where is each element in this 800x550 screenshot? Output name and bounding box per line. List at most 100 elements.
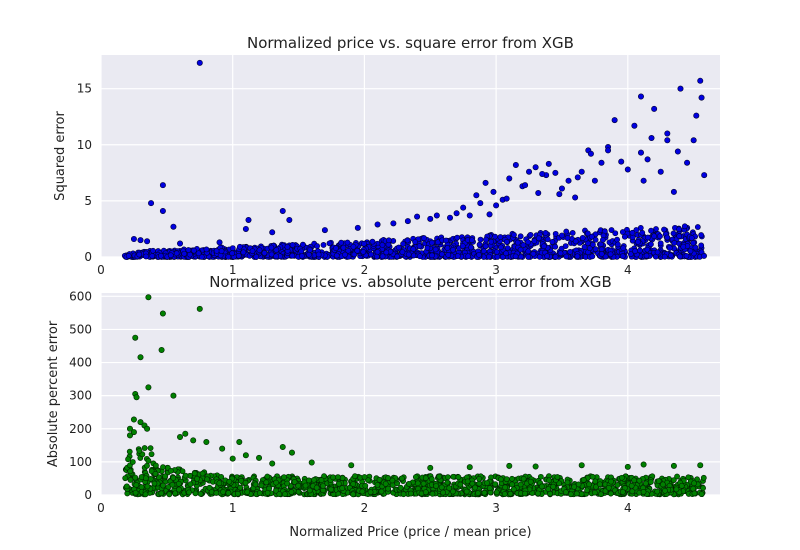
band-point [172, 490, 179, 497]
scatter-point [598, 159, 605, 166]
band-point [454, 253, 461, 259]
band-point [256, 247, 263, 254]
band-point [320, 483, 326, 489]
band-point [192, 490, 199, 497]
band-point [457, 481, 464, 488]
band-point [592, 246, 599, 253]
band-point [607, 251, 614, 258]
scatter-point [279, 207, 286, 214]
band-point [483, 236, 489, 243]
scatter-point [447, 214, 454, 221]
scatter-point [539, 170, 546, 177]
band-point [631, 477, 638, 484]
band-point [552, 230, 559, 237]
band-point [218, 474, 225, 480]
band-point [359, 488, 366, 495]
scatter-point [664, 137, 671, 144]
scatter-point [144, 425, 151, 432]
scatter-point [203, 439, 210, 446]
band-point [676, 226, 682, 233]
band-point [550, 483, 557, 490]
band-point [661, 253, 668, 260]
scatter-point [177, 240, 184, 247]
band-point [647, 479, 654, 485]
scatter-point [269, 460, 276, 467]
band-point [385, 237, 392, 244]
band-point [187, 481, 194, 488]
band-point [436, 473, 443, 480]
scatter-point [578, 462, 585, 469]
band-point [522, 490, 528, 497]
scatter-point [477, 200, 484, 207]
band-point [162, 473, 169, 480]
scatter-point [473, 192, 480, 199]
band-point [629, 488, 636, 495]
band-point [700, 474, 707, 481]
band-point [385, 475, 391, 481]
band-point [657, 233, 663, 240]
band-point [633, 227, 640, 233]
scatter-point [288, 449, 295, 456]
band-point [579, 234, 586, 241]
scatter-point [535, 190, 542, 197]
band-point [589, 253, 596, 260]
scatter-point [219, 445, 226, 452]
band-point [586, 481, 593, 488]
band-point [258, 482, 265, 489]
band-point [619, 229, 626, 235]
y-tick-label: 0 [84, 488, 92, 502]
y-tick-label: 500 [69, 322, 92, 336]
band-point [129, 459, 136, 465]
band-point [578, 491, 585, 498]
band-point [691, 490, 698, 497]
band-point [440, 489, 446, 496]
band-point [569, 230, 576, 236]
band-point [147, 476, 154, 482]
band-point [216, 480, 223, 487]
scatter-point [574, 174, 581, 181]
band-point [399, 475, 405, 482]
scatter-point [486, 211, 493, 218]
band-point [123, 483, 130, 490]
band-point [229, 250, 236, 257]
band-point [468, 237, 475, 244]
band-point [191, 470, 198, 477]
band-point [685, 474, 692, 481]
band-point [517, 233, 524, 240]
x-tick-label: 0 [97, 501, 105, 515]
scatter-point [145, 294, 152, 301]
band-point [664, 234, 671, 241]
band-point [484, 480, 490, 486]
band-point [643, 252, 650, 259]
band-point [640, 489, 647, 495]
band-point [614, 236, 620, 243]
scatter-point [526, 168, 533, 175]
band-point [422, 489, 429, 496]
band-point [648, 241, 654, 248]
scatter-point [196, 59, 203, 66]
band-point [376, 476, 383, 483]
scatter-point [466, 464, 473, 471]
band-point [698, 232, 705, 238]
scatter-point [587, 150, 594, 157]
scatter-point [130, 236, 137, 243]
band-point [242, 479, 249, 486]
band-point [276, 491, 283, 498]
band-point [683, 253, 690, 259]
y-tick-label: 300 [69, 389, 92, 403]
band-point [584, 487, 590, 494]
band-point [284, 480, 291, 487]
band-point [673, 486, 680, 493]
band-point [486, 253, 492, 260]
scatter-point [196, 305, 203, 312]
band-point [662, 487, 668, 494]
scatter-point [631, 122, 638, 129]
band-point [486, 485, 493, 492]
x-tick-label: 2 [361, 501, 369, 515]
y-tick-label: 400 [69, 356, 92, 370]
band-point [126, 448, 133, 455]
scatter-point [640, 461, 647, 468]
band-point [288, 489, 295, 495]
band-point [208, 489, 215, 495]
band-point [404, 237, 411, 244]
